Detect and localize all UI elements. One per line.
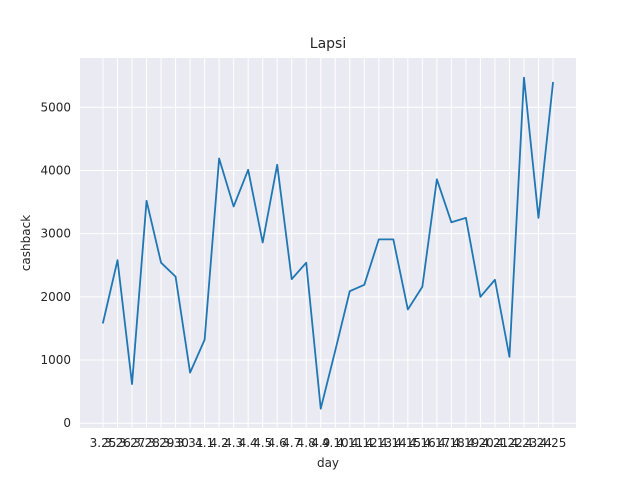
x-tick-label: 4.8 — [297, 436, 316, 450]
x-tick-label: 4.20 — [467, 436, 494, 450]
x-tick-label: 4.4 — [239, 436, 258, 450]
x-tick-label: 4.3 — [224, 436, 243, 450]
y-tick-label: 2000 — [40, 290, 71, 304]
x-tick-label: 4.17 — [424, 436, 451, 450]
x-tick-label: 4.19 — [453, 436, 480, 450]
x-tick-label: 3.29 — [148, 436, 175, 450]
x-tick-label: 4.15 — [394, 436, 421, 450]
chart-title: Lapsi — [310, 36, 346, 52]
x-tick-label: 4.13 — [365, 436, 392, 450]
y-tick-label: 4000 — [40, 163, 71, 177]
series-line — [102, 76, 554, 410]
x-tick-label: 4.14 — [380, 436, 407, 450]
x-tick-label: 3.26 — [104, 436, 131, 450]
x-tick-label: 4.9 — [311, 436, 330, 450]
x-tick-label: 4.11 — [336, 436, 363, 450]
x-tick-label: 4.25 — [540, 436, 567, 450]
x-tick-label: 4.12 — [351, 436, 378, 450]
x-tick-label: 4.18 — [438, 436, 465, 450]
x-tick-label: 4.7 — [282, 436, 301, 450]
x-tick-label: 4.10 — [322, 436, 349, 450]
y-tick-label: 3000 — [40, 227, 71, 241]
x-tick-label: 4.1 — [195, 436, 214, 450]
x-tick-label: 3.30 — [162, 436, 189, 450]
y-axis-label: cashback — [19, 215, 33, 271]
x-tick-label: 4.6 — [268, 436, 287, 450]
x-tick-label: 3.27 — [119, 436, 146, 450]
y-tick-label: 0 — [63, 416, 71, 430]
series-group — [102, 76, 554, 410]
tick-labels: 3.253.263.273.283.293.303.314.14.24.34.4… — [40, 100, 566, 450]
x-tick-label: 3.28 — [133, 436, 160, 450]
x-axis-label: day — [317, 456, 339, 470]
x-tick-label: 3.25 — [90, 436, 117, 450]
x-tick-label: 4.21 — [482, 436, 509, 450]
y-tick-label: 5000 — [40, 100, 71, 114]
x-tick-label: 4.24 — [525, 436, 552, 450]
x-tick-label: 4.22 — [496, 436, 523, 450]
x-tick-label: 3.31 — [177, 436, 204, 450]
grid-lines — [80, 58, 576, 428]
x-tick-label: 4.2 — [210, 436, 229, 450]
plot-background — [80, 58, 576, 428]
x-tick-label: 4.5 — [253, 436, 272, 450]
y-tick-label: 1000 — [40, 353, 71, 367]
x-tick-label: 4.16 — [409, 436, 436, 450]
x-tick-label: 4.23 — [511, 436, 538, 450]
